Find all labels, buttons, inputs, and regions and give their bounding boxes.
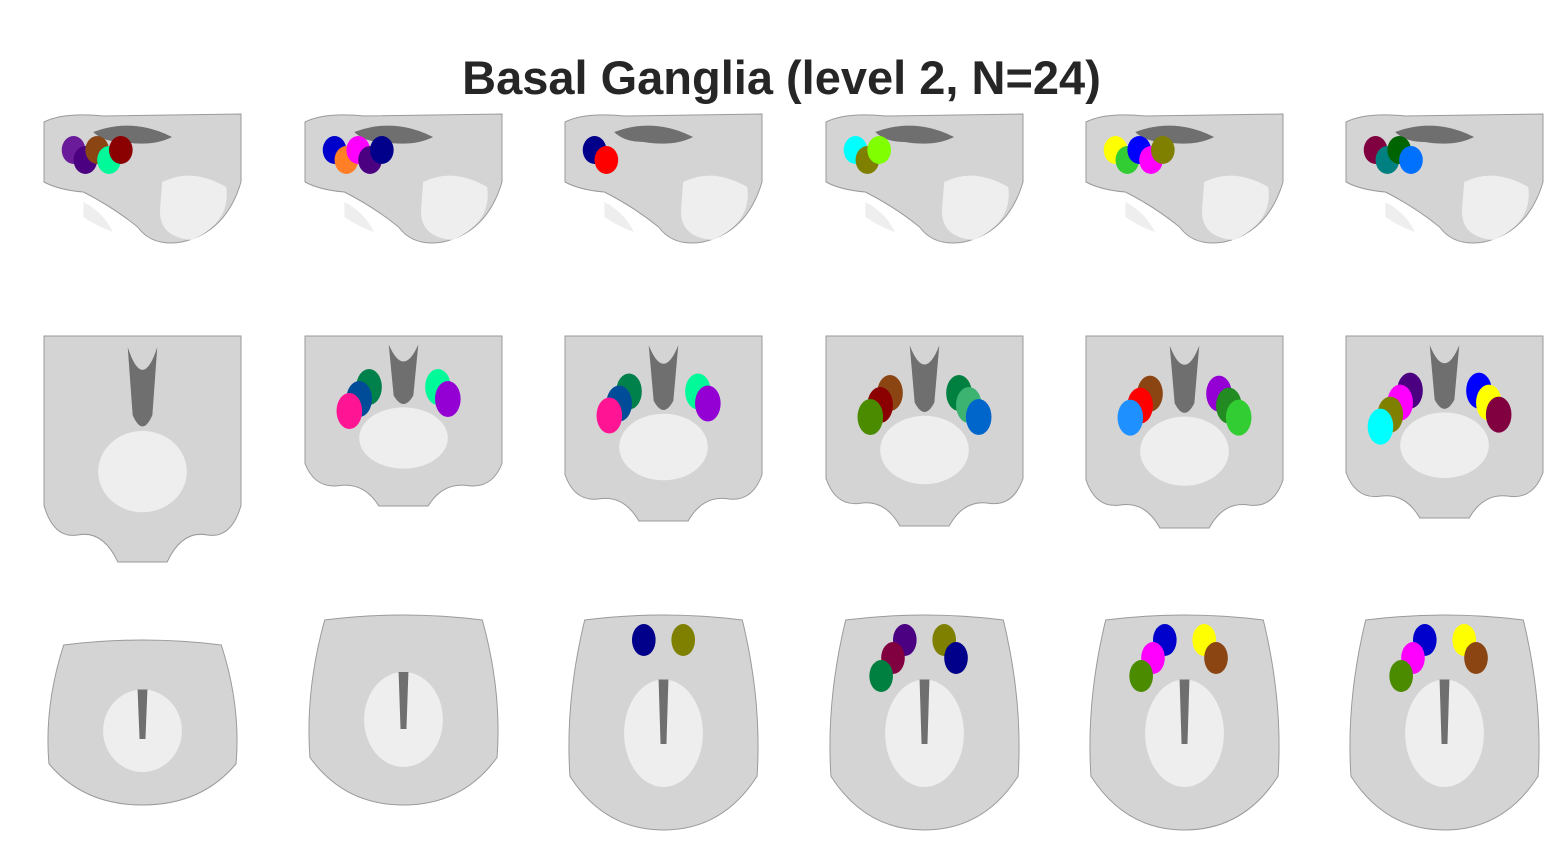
axial-slice-6 — [1346, 614, 1543, 831]
parcel-region — [1225, 399, 1252, 436]
sagittal-slice-3 — [564, 112, 763, 257]
parcel-region — [695, 385, 721, 422]
parcel-region — [1117, 399, 1144, 436]
sagittal-slice-1 — [43, 112, 242, 249]
parcel-region — [1367, 408, 1394, 445]
coronal-slice-5 — [1085, 335, 1284, 529]
coronal-slice-6 — [1345, 335, 1544, 519]
coronal-brain-image — [1345, 335, 1544, 519]
parcel-region — [1204, 642, 1228, 674]
parcel-region — [1399, 146, 1423, 174]
coronal-slice-4 — [825, 335, 1024, 527]
sagittal-slice-2 — [304, 112, 503, 252]
axial-slice-2 — [305, 614, 502, 806]
parcel-region — [1389, 660, 1413, 692]
coronal-brain-image — [43, 335, 242, 563]
axial-slice-4 — [826, 614, 1023, 831]
axial-brain-image — [308, 614, 499, 806]
parcel-region — [109, 136, 133, 164]
sagittal-brain-image — [304, 113, 503, 244]
coronal-brain-image — [825, 335, 1024, 527]
sagittal-brain-image — [825, 113, 1024, 244]
parcel-region — [594, 146, 619, 174]
parcel-region — [671, 624, 696, 656]
parcel-region — [857, 399, 884, 435]
sagittal-slice-6 — [1345, 112, 1544, 248]
parcel-region — [1485, 396, 1512, 433]
coronal-brain-image — [1085, 335, 1284, 529]
axial-brain-image — [1349, 614, 1540, 831]
sagittal-brain-image — [1085, 113, 1284, 244]
parcel-region — [370, 136, 394, 164]
axial-slice-3 — [565, 614, 762, 831]
axial-slice-5 — [1086, 614, 1283, 831]
parcel-region — [1464, 642, 1488, 674]
coronal-brain-image — [564, 335, 763, 522]
parcel-region — [596, 397, 623, 434]
coronal-slice-1 — [43, 335, 242, 563]
coronal-brain-image — [304, 335, 503, 507]
sagittal-brain-image — [564, 113, 763, 244]
axial-brain-image — [1089, 614, 1280, 831]
axial-brain-image — [829, 614, 1020, 831]
parcel-region — [867, 136, 892, 164]
sagittal-slice-4 — [825, 112, 1024, 254]
parcel-region — [336, 393, 363, 429]
parcel-region — [435, 381, 461, 417]
sagittal-brain-image — [1345, 113, 1544, 244]
sagittal-slice-5 — [1085, 112, 1284, 254]
sagittal-brain-image — [43, 113, 242, 244]
parcel-region — [965, 399, 992, 435]
axial-slice-1 — [44, 639, 241, 806]
axial-brain-image — [47, 639, 238, 806]
parcel-region — [1151, 136, 1175, 164]
coronal-slice-3 — [564, 335, 763, 522]
parcel-region — [944, 642, 968, 674]
parcel-region — [869, 660, 893, 692]
parcel-region — [1129, 660, 1153, 692]
coronal-slice-2 — [304, 335, 503, 507]
figure-title: Basal Ganglia (level 2, N=24) — [462, 51, 1101, 104]
parcel-region — [631, 624, 656, 656]
axial-brain-image — [568, 614, 759, 831]
